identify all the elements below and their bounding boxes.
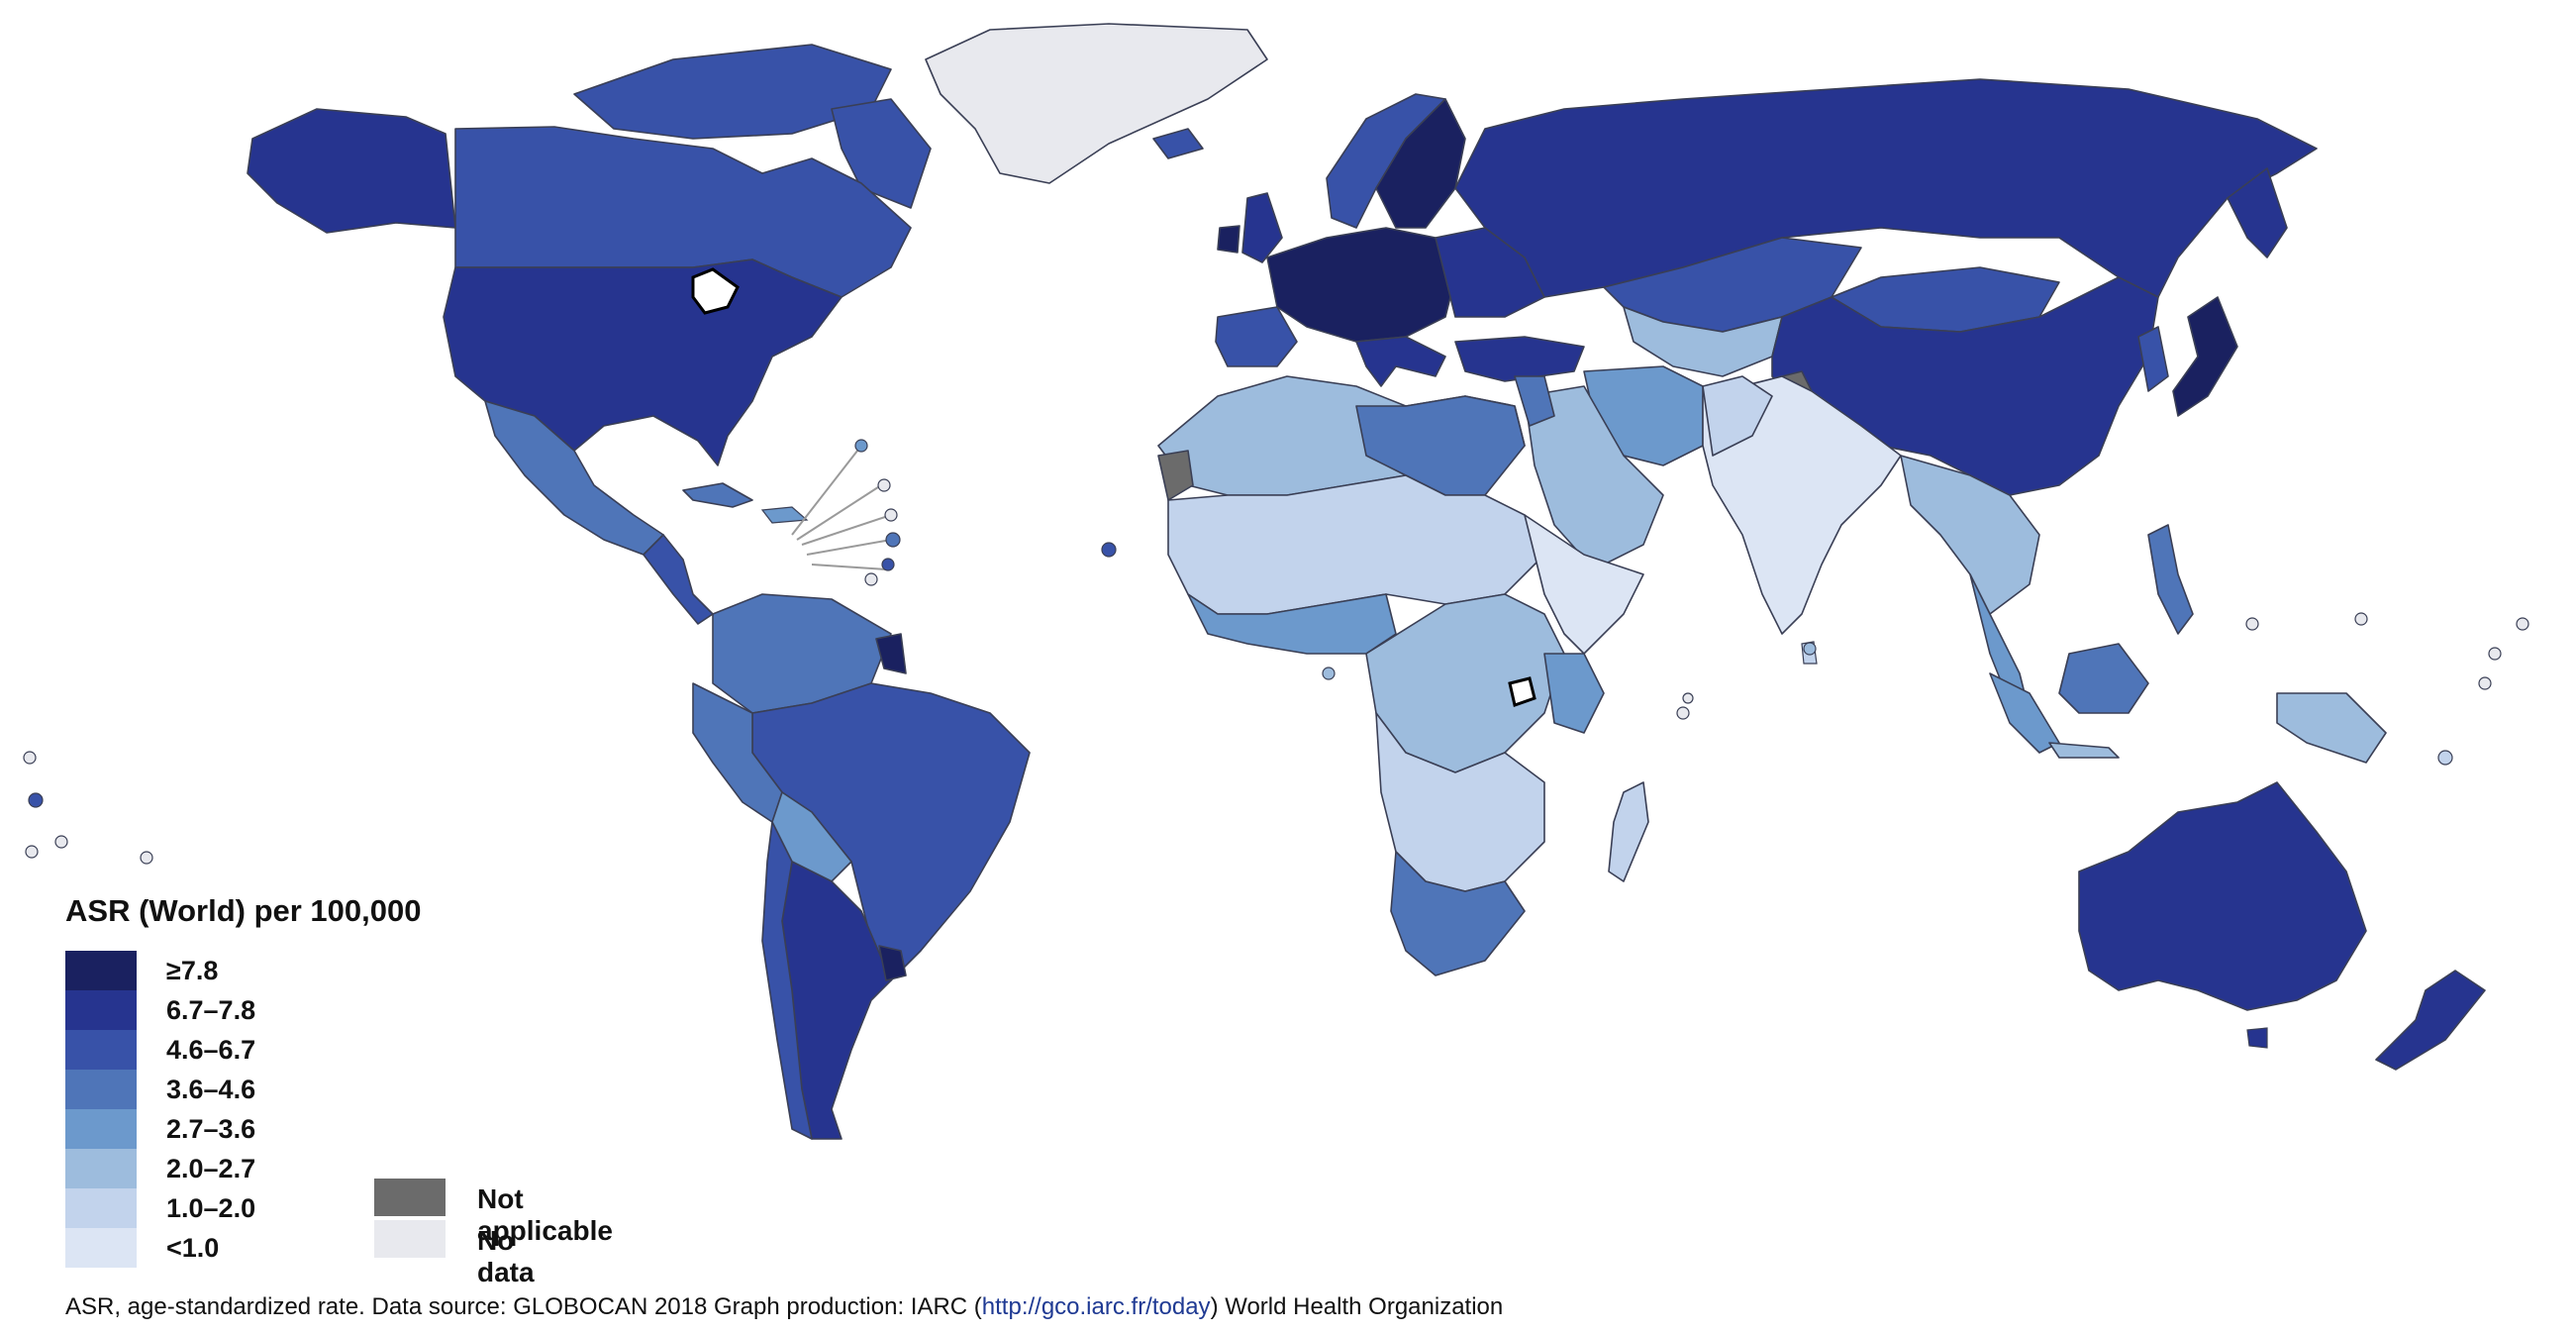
region-russia [1454, 78, 2318, 298]
region-south-africa [1390, 851, 1526, 976]
region-caribbean [682, 482, 753, 508]
legend-swatch [374, 1179, 446, 1216]
legend-class-label: 2.7–3.6 [166, 1114, 256, 1144]
region-east-africa [1543, 653, 1605, 734]
legend-class-label: <1.0 [166, 1233, 220, 1263]
region-italy-balkans [1355, 336, 1446, 387]
legend-class-label: 3.6–4.6 [166, 1075, 256, 1104]
region-iceland [1152, 128, 1204, 159]
legend-class-4: 3.6–4.6 [65, 1070, 421, 1109]
region-sweden-finland [1375, 98, 1466, 229]
region-western-sahara [1157, 450, 1194, 501]
region-southern-africa [1375, 712, 1545, 892]
legend-swatch [65, 1070, 137, 1109]
legend-class-label: 1.0–2.0 [166, 1193, 256, 1223]
legend-class-label: 4.6–6.7 [166, 1035, 256, 1065]
footnote-suffix: ) World Health Organization [1210, 1293, 1504, 1320]
region-turkey [1454, 336, 1585, 382]
region-sumatra [1989, 672, 2060, 754]
region-pakistan [1702, 375, 1773, 457]
legend-class-5: 2.7–3.6 [65, 1109, 421, 1149]
region-libya-egypt [1355, 395, 1526, 496]
footnote-prefix: ASR, age-standardized rate. Data source:… [65, 1293, 982, 1320]
region-arabia [1524, 385, 1664, 570]
region-baffin [831, 98, 932, 209]
region-ireland [1217, 225, 1240, 254]
region-europe-west [1266, 227, 1456, 343]
legend-swatch [374, 1220, 446, 1258]
region-japan [2172, 296, 2238, 417]
great-lakes [691, 267, 740, 315]
region-uruguay [878, 945, 907, 981]
legend-swatch [65, 1188, 137, 1228]
region-iberia [1215, 306, 1298, 367]
lake-victoria [1508, 676, 1536, 707]
legend-swatch [65, 990, 137, 1030]
region-alaska [247, 108, 456, 234]
legend-no-data-label: No data [477, 1225, 535, 1287]
legend-class-7: 1.0–2.0 [65, 1188, 421, 1228]
legend-class-6: 2.0–2.7 [65, 1149, 421, 1188]
region-madagascar [1608, 781, 1649, 882]
region-korea [2137, 326, 2169, 392]
region-greenland [925, 23, 1268, 184]
region-central-america [643, 534, 714, 625]
region-horn-of-africa [1524, 514, 1644, 655]
source-link[interactable]: http://gco.iarc.fr/today [981, 1293, 1211, 1320]
legend-class-2: 6.7–7.8 [65, 990, 421, 1030]
region-uk [1241, 192, 1283, 263]
region-chile [761, 821, 813, 1140]
legend-class-3: 4.6–6.7 [65, 1030, 421, 1070]
legend-title: ASR (World) per 100,000 [65, 893, 422, 928]
region-india [1702, 375, 1902, 635]
region-levant [1514, 375, 1555, 427]
legend: ASR (World) per 100,000 ≥7.8 6.7–7.8 4.6… [65, 893, 421, 1268]
legend-swatch [65, 951, 137, 990]
legend-not-applicable-label: Not applicable [477, 1183, 613, 1246]
legend-class-label: 2.0–2.7 [166, 1154, 256, 1183]
region-kamchatka [2227, 167, 2288, 258]
region-tasmania [2246, 1027, 2268, 1049]
region-french-guiana [875, 633, 907, 674]
region-borneo [2058, 643, 2149, 714]
region-indochina [1900, 455, 2040, 615]
source-footnote: ASR, age-standardized rate. Data source:… [65, 1293, 1503, 1321]
region-sahel [1167, 474, 1545, 615]
legend-class-label: 6.7–7.8 [166, 995, 256, 1025]
legend-class-label: ≥7.8 [166, 956, 219, 985]
region-philippines [2147, 524, 2194, 635]
region-australia [2078, 781, 2367, 1011]
region-hispaniola [760, 506, 809, 524]
legend-class-1: ≥7.8 [65, 951, 421, 990]
legend-class-8: <1.0 [65, 1228, 421, 1268]
legend-swatch [65, 1149, 137, 1188]
region-java [2048, 742, 2120, 759]
region-new-guinea [2276, 692, 2387, 764]
region-west-africa [1187, 593, 1397, 655]
region-new-zealand [2375, 970, 2486, 1071]
legend-swatch [65, 1030, 137, 1070]
legend-swatch [65, 1109, 137, 1149]
legend-swatch [65, 1228, 137, 1268]
